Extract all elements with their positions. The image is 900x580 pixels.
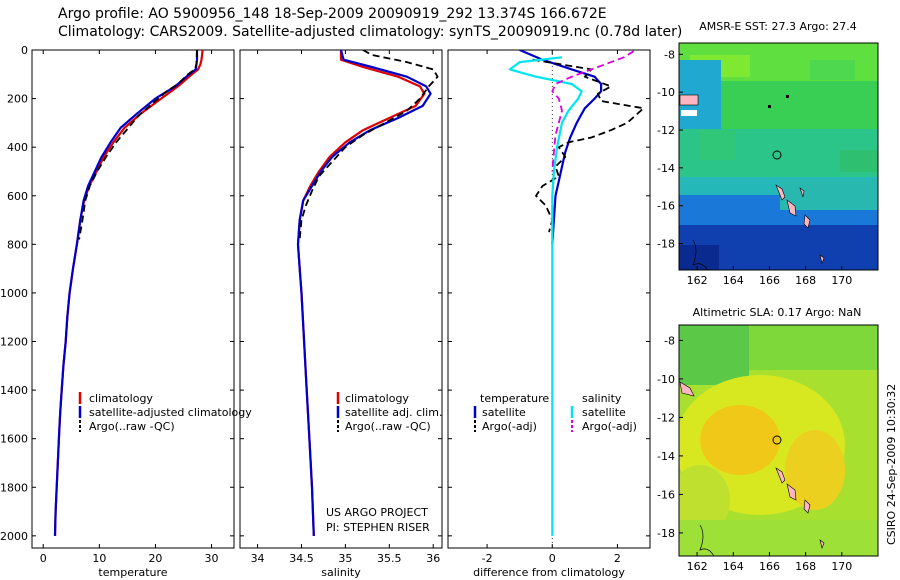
legend-label: climatology	[89, 392, 153, 405]
x-tick-label: 35	[338, 552, 352, 565]
map-y-tick-label: -8	[664, 48, 675, 61]
project-note-line-1: US ARGO PROJECT	[326, 506, 428, 519]
sla-map-title: Altimetric SLA: 0.17 Argo: NaN	[693, 306, 862, 319]
legend-header-salinity: salinity	[582, 392, 622, 405]
map-y-tick-label: -10	[657, 86, 675, 99]
series-line-satellite-adjusted-climatology	[53, 50, 199, 536]
x-tick-label: 10	[92, 552, 106, 565]
x-tick-label: 0	[549, 552, 556, 565]
legend-label: satellite adj. clim.	[345, 406, 442, 419]
side-stamp: CSIRO 24-Sep-2009 10:30:32	[885, 384, 898, 545]
legend-label: satellite	[582, 406, 626, 419]
series-line-climatology	[53, 50, 204, 536]
y-tick-label: 600	[7, 190, 28, 203]
series-line-satellite	[508, 56, 583, 536]
map-y-tick-label: -14	[657, 450, 675, 463]
series-line-argo-raw-qc-	[78, 50, 198, 240]
y-tick-label: 400	[7, 141, 28, 154]
y-tick-label: 1600	[0, 433, 28, 446]
sst-map-image	[679, 43, 878, 270]
temperature-profile-panel: 0 200 400 600 800 1000 1200 1400 1600 1800 2000 0 10…	[0, 44, 235, 579]
map-x-tick-label: 170	[831, 560, 852, 573]
sla-map-frame	[678, 324, 879, 557]
temperature-legend: climatology satellite-adjusted climatolo…	[78, 392, 252, 433]
salinity-legend: climatology satellite adj. clim. Argo(..…	[336, 392, 442, 433]
x-tick-label: -2	[482, 552, 493, 565]
sst-map-title: AMSR-E SST: 27.3 Argo: 27.4	[699, 20, 857, 33]
plot-frame	[447, 49, 651, 549]
x-tick-label: 36	[426, 552, 440, 565]
difference-legend: temperature salinity satellite Argo(-adj…	[473, 392, 637, 433]
series-line-argo-adj-	[551, 50, 635, 172]
y-tick-label: 2000	[0, 530, 28, 543]
legend-label: satellite	[482, 406, 526, 419]
figure-title-line-1: Argo profile: AO 5900956_148 18-Sep-2009…	[58, 6, 607, 22]
y-tick-label: 1800	[0, 481, 28, 494]
x-axis-label: temperature	[98, 566, 167, 579]
project-note-line-2: PI: STEPHEN RISER	[326, 521, 430, 534]
legend-label: satellite-adjusted climatology	[89, 406, 252, 419]
legend-label: climatology	[345, 392, 409, 405]
x-tick-label: 30	[205, 552, 219, 565]
legend-label: Argo(..raw -QC)	[89, 420, 175, 433]
map-y-tick-label: -10	[657, 373, 675, 386]
x-tick-label: 35.5	[377, 552, 402, 565]
map-x-tick-label: 168	[795, 274, 816, 287]
y-tick-label: 1400	[0, 384, 28, 397]
map-x-tick-label: 168	[795, 560, 816, 573]
map-x-tick-label: 164	[723, 560, 744, 573]
x-tick-label: 2	[614, 552, 621, 565]
map-y-tick-label: -8	[664, 334, 675, 347]
series-line-argo-adj-	[532, 58, 645, 233]
map-x-tick-label: 162	[687, 274, 708, 287]
figure-title-line-2: Climatology: CARS2009. Satellite-adjuste…	[58, 24, 683, 40]
series-line-argo-raw-qc-	[298, 50, 439, 240]
legend-label: Argo(-adj)	[482, 420, 537, 433]
plot-frame	[239, 49, 443, 549]
y-tick-label: 1000	[0, 287, 28, 300]
x-tick-label: 34	[251, 552, 265, 565]
series-line-satellite-adj-clim-	[296, 50, 432, 536]
sst-map-axes: 162 164 166 168 170 -8 -10 -12 -14 -16 -18	[657, 48, 852, 287]
y-tick-label: 1200	[0, 336, 28, 349]
map-x-tick-label: 166	[759, 274, 780, 287]
map-y-tick-label: -18	[657, 238, 675, 251]
map-y-tick-label: -16	[657, 488, 675, 501]
x-tick-label: 20	[148, 552, 162, 565]
x-axis-label: salinity	[321, 566, 361, 579]
y-tick-label: 800	[7, 238, 28, 251]
map-x-tick-label: 170	[831, 274, 852, 287]
x-tick-label: 34.5	[289, 552, 314, 565]
y-tick-label: 0	[21, 44, 28, 57]
map-y-tick-label: -12	[657, 411, 675, 424]
project-note: US ARGO PROJECT PI: STEPHEN RISER	[326, 506, 430, 534]
sst-map-frame	[678, 42, 879, 271]
map-y-tick-label: -12	[657, 124, 675, 137]
plot-frame	[31, 49, 235, 549]
x-axis-label: difference from climatology	[473, 566, 625, 579]
map-y-tick-label: -18	[657, 527, 675, 540]
map-x-tick-label: 166	[759, 560, 780, 573]
legend-header-temperature: temperature	[480, 392, 549, 405]
map-y-tick-label: -16	[657, 200, 675, 213]
series-line-climatology	[296, 50, 426, 536]
legend-label: Argo(-adj)	[582, 420, 637, 433]
map-y-tick-label: -14	[657, 162, 675, 175]
sla-map-axes: 162 164 166 168 170 -8 -10 -12 -14 -16 -18	[657, 334, 852, 573]
y-tick-label: 200	[7, 93, 28, 106]
x-tick-label: 0	[40, 552, 47, 565]
map-x-tick-label: 162	[687, 560, 708, 573]
sla-map-image	[679, 325, 878, 556]
legend-label: Argo(..raw -QC)	[345, 420, 431, 433]
map-x-tick-label: 164	[723, 274, 744, 287]
salinity-profile-panel: 34 34.5 35 35.5 36 salinity	[239, 49, 443, 579]
